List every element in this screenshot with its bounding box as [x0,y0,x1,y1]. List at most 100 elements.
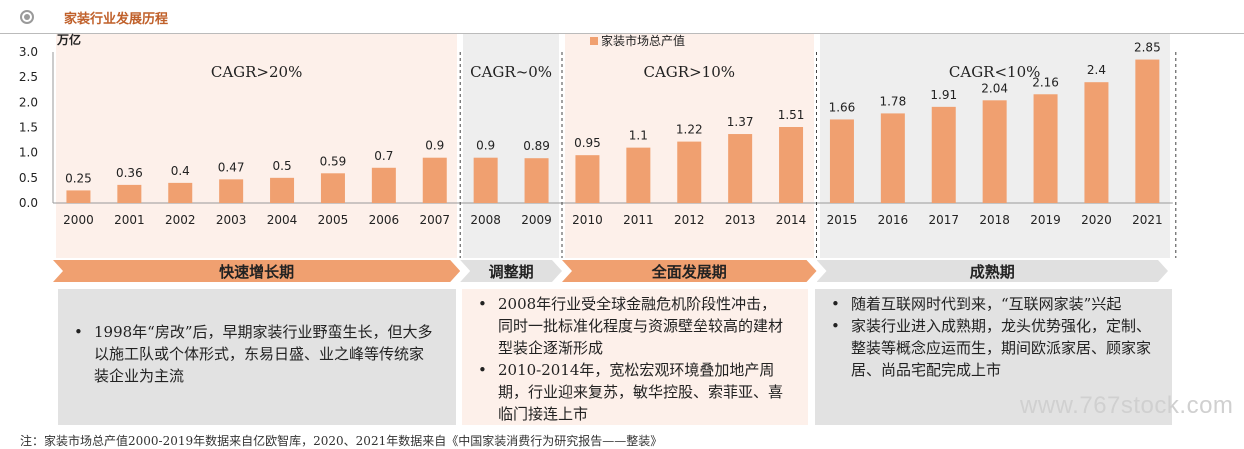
x-tick-label: 2012 [674,213,705,227]
description-bullet: 家装行业进入成熟期，龙头优势强化，定制、整装等概念应运而生，期间欧派家居、顾家家… [825,315,1154,381]
y-unit-label: 万亿 [56,32,81,47]
cagr-band-0 [56,34,458,258]
x-tick-label: 2008 [470,213,501,227]
y-tick-label: 0.0 [19,196,38,210]
stage-label: 调整期 [488,262,534,281]
y-tick-label: 0.5 [19,171,38,185]
bar [931,106,956,203]
x-tick-label: 2014 [776,213,807,227]
stage-label: 成熟期 [969,262,1015,281]
x-tick-label: 2007 [419,213,450,227]
y-tick-label: 3.0 [19,45,38,59]
data-label: 0.4 [171,164,190,178]
bar [575,155,600,203]
bar [270,177,295,203]
x-tick-label: 2000 [63,213,94,227]
data-label: 0.5 [273,159,292,173]
bar [1033,94,1058,203]
x-tick-label: 2018 [979,213,1010,227]
bar [677,141,702,203]
x-tick-label: 2001 [114,213,145,227]
stage-description-box: 1998年“房改”后，早期家装行业野蛮生长，但大多以施工队或个体形式，东易日盛、… [58,289,456,425]
stage-description-box: 随着互联网时代到来，“互联网家装”兴起家装行业进入成熟期，龙头优势强化，定制、整… [815,289,1172,425]
data-label: 0.59 [320,154,347,168]
x-tick-label: 2010 [572,213,603,227]
stage-arrow: 成熟期 [817,260,1169,282]
x-tick-label: 2003 [216,213,247,227]
bar [982,100,1007,203]
data-label: 2.4 [1087,63,1106,77]
data-label: 1.1 [629,129,648,143]
bar [219,179,244,203]
header: 家装行业发展历程 [20,6,168,28]
data-label: 0.25 [65,171,92,185]
x-tick-label: 2020 [1081,213,1112,227]
data-label: 1.22 [676,123,703,137]
description-bullet: 1998年“房改”后，早期家装行业野蛮生长，但大多以施工队或个体形式，东易日盛、… [68,321,438,387]
data-label: 1.91 [930,88,957,102]
bar [168,182,193,203]
stage-description-box: 2008年行业受全球金融危机阶段性冲击，同时一批标准化程度与资源壁垒较高的建材型… [462,289,808,425]
x-tick-label: 2015 [827,213,858,227]
cagr-label: CAGR<10% [949,63,1041,81]
data-label: 1.51 [778,108,805,122]
y-tick-label: 1.0 [19,146,38,160]
data-label: 1.66 [829,100,856,114]
watermark: www.767stock.com [1020,392,1234,419]
cagr-band-1 [463,34,559,258]
data-label: 0.95 [574,136,601,150]
stage-label: 快速增长期 [219,262,295,281]
data-label: 0.7 [374,149,393,163]
data-label: 0.9 [476,139,495,153]
legend-label: 家装市场总产值 [601,33,685,48]
y-tick-label: 2.5 [19,70,38,84]
bar [473,157,498,203]
bar [626,147,651,203]
page-title: 家装行业发展历程 [64,11,169,27]
data-label: 1.37 [727,115,754,129]
stage-label: 全面发展期 [651,262,727,281]
description-bullet: 2008年行业受全球金融危机阶段性冲击，同时一批标准化程度与资源壁垒较高的建材型… [472,293,790,359]
x-tick-label: 2009 [521,213,552,227]
data-label: 0.89 [523,139,550,153]
x-tick-label: 2016 [878,213,909,227]
bar [422,157,447,203]
bar [880,113,905,203]
data-label: 2.16 [1032,75,1059,89]
stage-arrow: 全面发展期 [562,260,817,282]
data-label: 2.85 [1134,41,1161,55]
x-tick-label: 2002 [165,213,196,227]
source-note: 注：家装市场总产值2000-2019年数据来自亿欧智库，2020、2021年数据… [20,434,663,448]
x-tick-label: 2021 [1132,213,1163,227]
bar [1084,82,1109,203]
bar [1135,59,1160,203]
description-bullet: 2010-2014年，宽松宏观环境叠加地产周期，行业迎来复苏，敏华控股、索菲亚、… [472,359,790,425]
bar [320,173,345,203]
bar [66,190,91,203]
data-label: 0.36 [116,166,143,180]
x-tick-label: 2006 [369,213,400,227]
y-tick-label: 2.0 [19,95,38,109]
data-label: 0.47 [218,160,245,174]
radio-dot-icon [20,10,34,24]
bar [728,134,753,203]
data-label: 1.78 [879,94,906,108]
data-label: 2.04 [981,81,1008,95]
stage-arrow: 快速增长期 [53,260,460,282]
cagr-label: CAGR>10% [644,63,736,81]
cagr-label: CAGR~0% [470,63,552,81]
bar [524,158,549,203]
x-tick-label: 2004 [267,213,298,227]
x-tick-label: 2017 [928,213,959,227]
x-tick-label: 2011 [623,213,654,227]
stage-arrow: 调整期 [460,260,562,282]
x-tick-label: 2005 [318,213,349,227]
y-tick-label: 1.5 [19,121,38,135]
cagr-label: CAGR>20% [211,63,303,81]
bar [829,119,854,203]
data-label: 0.9 [425,139,444,153]
legend-swatch [590,37,598,45]
x-tick-label: 2013 [725,213,756,227]
bar [117,184,142,203]
